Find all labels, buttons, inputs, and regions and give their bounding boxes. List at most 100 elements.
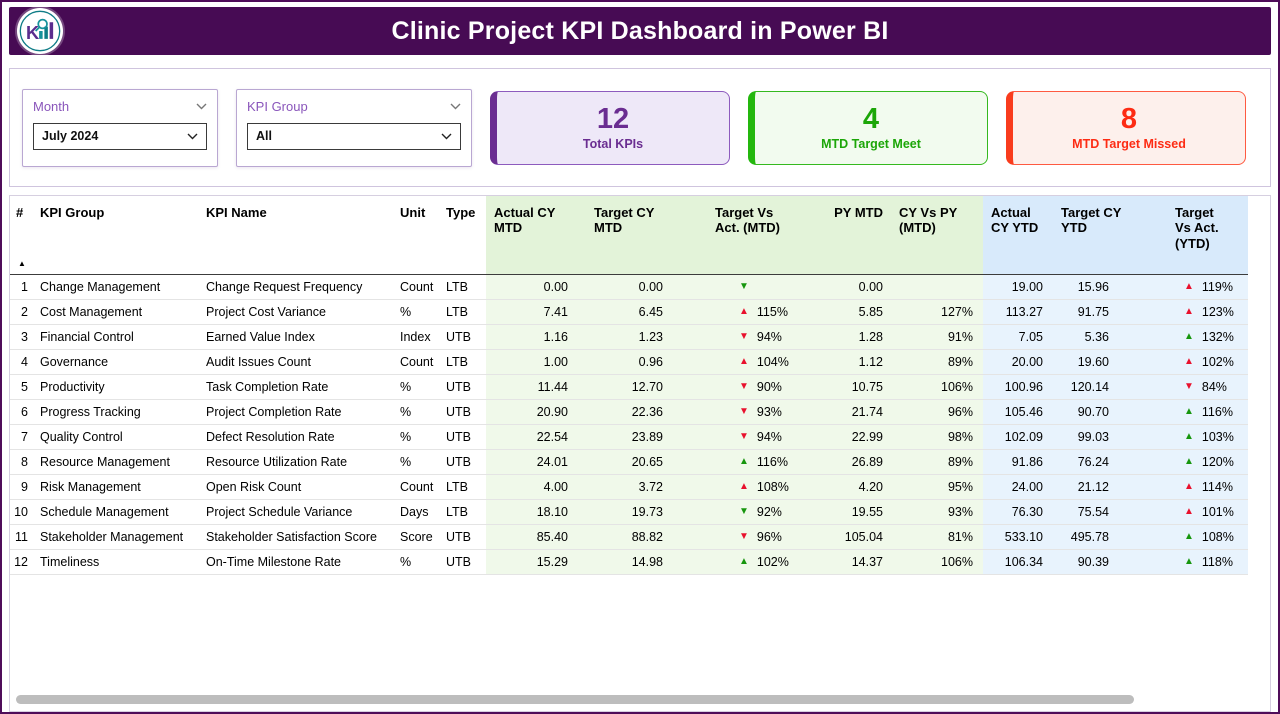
col-header-actual-cy-mtd[interactable]: Actual CY MTD (486, 196, 586, 275)
cell-kpi-name: Resource Utilization Rate (202, 449, 396, 475)
kpi-table-body: 1 Change Management Change Request Frequ… (10, 274, 1248, 575)
table-row[interactable]: 8 Resource Management Resource Utilizati… (10, 449, 1248, 475)
cell-unit: Score (396, 524, 442, 550)
cell-kpi-group: Financial Control (36, 324, 202, 350)
cell-target-cy-ytd: 99.03 (1053, 424, 1123, 450)
trend-arrow-icon: ▲ (1184, 455, 1194, 467)
trend-percent: 94% (756, 329, 782, 344)
col-header-target-vs-act-ytd[interactable]: Target Vs Act. (YTD) (1123, 196, 1248, 275)
col-header-target-vs-act-mtd[interactable]: Target Vs Act. (MTD) (681, 196, 801, 275)
chevron-down-icon (441, 133, 452, 139)
cell-target-vs-act-mtd: ▲ 108% (681, 474, 801, 500)
table-row[interactable]: 2 Cost Management Project Cost Variance … (10, 299, 1248, 325)
col-header-index[interactable]: # ▲ (10, 196, 36, 275)
trend-arrow-icon: ▼ (739, 330, 749, 342)
cell-cy-vs-py-mtd: 91% (891, 324, 983, 350)
cell-kpi-group: Progress Tracking (36, 399, 202, 425)
cell-target-cy-ytd: 90.39 (1053, 549, 1123, 575)
trend-percent: 116% (756, 454, 788, 469)
col-header-kpi-group[interactable]: KPI Group (36, 196, 202, 275)
cell-unit: Count (396, 349, 442, 375)
cell-type: LTB (442, 299, 486, 325)
col-header-target-cy-ytd[interactable]: Target CY YTD (1053, 196, 1123, 275)
trend-percent: 120% (1201, 454, 1234, 469)
mtd-target-meet-value: 4 (862, 102, 880, 135)
cell-cy-vs-py-mtd: 95% (891, 474, 983, 500)
cell-index: 2 (10, 299, 36, 325)
cell-py-mtd: 1.28 (801, 324, 891, 350)
chevron-down-icon[interactable] (450, 103, 461, 110)
trend-arrow-icon: ▼ (739, 380, 749, 392)
table-row[interactable]: 7 Quality Control Defect Resolution Rate… (10, 424, 1248, 450)
col-header-actual-cy-ytd[interactable]: Actual CY YTD (983, 196, 1053, 275)
cell-kpi-group: Risk Management (36, 474, 202, 500)
cell-index: 4 (10, 349, 36, 375)
table-row[interactable]: 5 Productivity Task Completion Rate % UT… (10, 374, 1248, 400)
cell-type: LTB (442, 499, 486, 525)
trend-arrow-icon: ▼ (739, 430, 749, 442)
col-header-kpi-name[interactable]: KPI Name (202, 196, 396, 275)
trend-percent: 118% (1201, 554, 1233, 569)
cell-py-mtd: 0.00 (801, 274, 891, 300)
cell-py-mtd: 5.85 (801, 299, 891, 325)
month-slicer-header: Month (33, 99, 207, 114)
cell-kpi-group: Schedule Management (36, 499, 202, 525)
cell-type: UTB (442, 374, 486, 400)
cell-actual-cy-mtd: 15.29 (486, 549, 586, 575)
table-row[interactable]: 4 Governance Audit Issues Count Count LT… (10, 349, 1248, 375)
table-row[interactable]: 10 Schedule Management Project Schedule … (10, 499, 1248, 525)
table-row[interactable]: 1 Change Management Change Request Frequ… (10, 274, 1248, 300)
horizontal-scrollbar[interactable] (16, 695, 1134, 704)
cell-index: 10 (10, 499, 36, 525)
chevron-down-icon[interactable] (196, 103, 207, 110)
cell-actual-cy-mtd: 1.00 (486, 349, 586, 375)
chevron-down-icon (187, 133, 198, 139)
trend-percent: 92% (756, 504, 782, 519)
table-row[interactable]: 6 Progress Tracking Project Completion R… (10, 399, 1248, 425)
sort-ascending-icon: ▲ (18, 259, 26, 269)
table-row[interactable]: 12 Timeliness On-Time Milestone Rate % U… (10, 549, 1248, 575)
trend-percent: 104% (756, 354, 789, 369)
cell-index: 9 (10, 474, 36, 500)
col-header-cy-vs-py-mtd[interactable]: CY Vs PY (MTD) (891, 196, 983, 275)
cell-kpi-group: Timeliness (36, 549, 202, 575)
cell-cy-vs-py-mtd: 89% (891, 449, 983, 475)
cell-target-vs-act-mtd: ▲ 104% (681, 349, 801, 375)
trend-arrow-icon: ▲ (1184, 480, 1194, 492)
cell-kpi-name: Defect Resolution Rate (202, 424, 396, 450)
table-row[interactable]: 3 Financial Control Earned Value Index I… (10, 324, 1248, 350)
trend-arrow-icon: ▲ (1184, 430, 1194, 442)
cell-py-mtd: 10.75 (801, 374, 891, 400)
cell-kpi-group: Quality Control (36, 424, 202, 450)
cell-type: UTB (442, 324, 486, 350)
cell-target-vs-act-ytd: ▼ 84% (1123, 374, 1248, 400)
cell-actual-cy-mtd: 20.90 (486, 399, 586, 425)
col-header-py-mtd[interactable]: PY MTD (801, 196, 891, 275)
cell-kpi-name: Open Risk Count (202, 474, 396, 500)
cell-cy-vs-py-mtd: 127% (891, 299, 983, 325)
cell-index: 6 (10, 399, 36, 425)
cell-unit: Count (396, 474, 442, 500)
month-dropdown-value: July 2024 (42, 129, 99, 143)
trend-percent: 93% (756, 404, 782, 419)
trend-arrow-icon: ▲ (739, 305, 749, 317)
cell-actual-cy-mtd: 22.54 (486, 424, 586, 450)
mtd-target-meet-card: 4 MTD Target Meet (748, 90, 988, 165)
cell-target-cy-mtd: 3.72 (586, 474, 681, 500)
trend-percent: 90% (756, 379, 782, 394)
cell-target-cy-mtd: 22.36 (586, 399, 681, 425)
col-header-unit[interactable]: Unit (396, 196, 442, 275)
kpi-group-dropdown[interactable]: All (247, 122, 461, 150)
cell-actual-cy-ytd: 100.96 (983, 374, 1053, 400)
trend-percent: 119% (1201, 279, 1233, 294)
trend-arrow-icon: ▼ (739, 530, 749, 542)
table-row[interactable]: 11 Stakeholder Management Stakeholder Sa… (10, 524, 1248, 550)
table-row[interactable]: 9 Risk Management Open Risk Count Count … (10, 474, 1248, 500)
col-header-target-cy-mtd[interactable]: Target CY MTD (586, 196, 681, 275)
cell-type: LTB (442, 349, 486, 375)
month-dropdown[interactable]: July 2024 (33, 122, 207, 150)
cell-py-mtd: 1.12 (801, 349, 891, 375)
cell-index: 8 (10, 449, 36, 475)
col-header-type[interactable]: Type (442, 196, 486, 275)
